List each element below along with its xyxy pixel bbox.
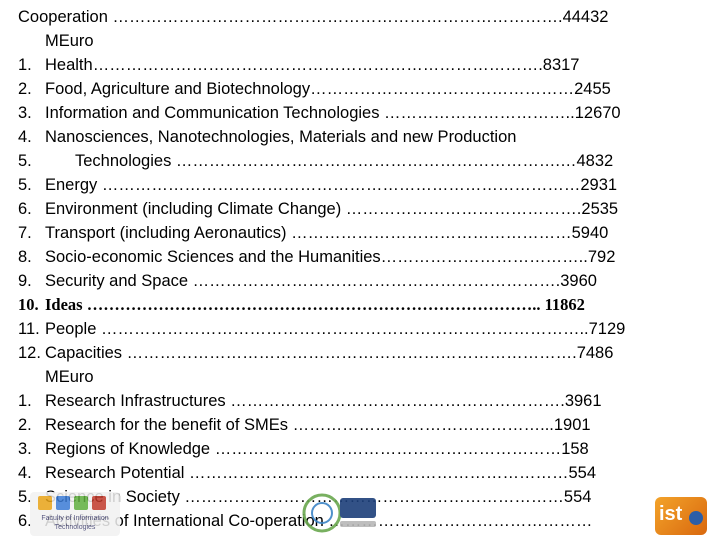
line-text: Socio-economic Sciences and the Humaniti… [45,248,616,266]
capacities-line: 12. Capacities …………………………………………………………………… [18,341,708,365]
line-text: Research Infrastructures ………………………………………… [45,392,602,410]
line-number: 2. [18,80,32,98]
logo-square-icon [38,496,52,510]
list-item: 7. Transport (including Aeronautics) ………… [18,221,708,245]
cooperation-heading-line: Cooperation ……………………………………………………………………….… [18,5,708,29]
list-item: 2. Research for the benefit of SMEs …………… [18,413,708,437]
list-item: 6. Activities of International Co-operat… [18,509,708,533]
line-number: 11. [18,320,40,338]
line-number: 7. [18,224,32,242]
list-item: 5. Energy ……………………………………………………………………………2… [18,173,708,197]
line-number: 12. [18,344,41,362]
list-item: 9. Security and Space ………………………………………………… [18,269,708,293]
line-text: Research for the benefit of SMEs …………………… [45,416,591,434]
line-text: MEuro [45,368,94,386]
list-item: 4. Nanosciences, Nanotechnologies, Mater… [18,125,708,149]
ist-logo-text: ist [659,503,683,525]
logo-square-icon [92,496,106,510]
line-text: Environment (including Climate Change) …… [45,200,619,218]
list-item: 6. Environment (including Climate Change… [18,197,708,221]
line-number: 2. [18,416,32,434]
line-text: Food, Agriculture and Biotechnology……………… [45,80,611,98]
line-text: Research Potential ………………………………………………………… [45,464,597,482]
line-number: 5. [18,488,32,506]
list-item: 5. Science in Society ………………………………………………… [18,485,708,509]
line-text: People ……………………………………………………………………………..71… [45,320,626,338]
line-number: 6. [18,200,32,218]
line-text: Ideas ……………………………………………………………………….. 1186… [45,295,585,314]
meuro-unit-line: MEuro [18,29,708,53]
list-item: 2. Food, Agriculture and Biotechnology……… [18,77,708,101]
faculty-logo: Faculty of Information Technologies [30,492,120,536]
line-text: Regions of Knowledge …………………………………………………… [45,440,589,458]
meuro-unit-line: MEuro [18,365,708,389]
list-item: 3. Regions of Knowledge …………………………………………… [18,437,708,461]
people-line: 11. People ……………………………………………………………………………… [18,317,708,341]
logo-square-icon [74,496,88,510]
line-text: Activities of International Co-operation… [45,512,593,530]
list-item: 1. Research Infrastructures ………………………………… [18,389,708,413]
line-number: 3. [18,104,32,122]
line-text: Energy ……………………………………………………………………………2931 [45,176,618,194]
line-number: 4. [18,464,32,482]
ist-logo: ist [655,497,707,535]
line-number: 1. [18,56,32,74]
list-item: 4. Research Potential ………………………………………………… [18,461,708,485]
line-number: 10. [18,295,39,314]
line-text: Security and Space ………………………………………………………… [45,272,597,290]
logo-caption: Faculty of Information Technologies [41,515,109,531]
line-text: Science in Society ………………………………………………………… [45,488,592,506]
line-text: MEuro [45,32,94,50]
ideas-line: 10. Ideas ……………………………………………………………………….. … [18,293,708,317]
line-number: 6. [18,512,32,530]
line-number: 4. [18,128,32,146]
line-number: 5. [18,152,32,170]
ocep-logo-icon [302,493,376,533]
line-text: Cooperation ……………………………………………………………………….… [18,8,609,26]
line-text: Technologies …………………………………………………………….…48… [75,152,614,170]
line-number: 5. [18,176,32,194]
line-number: 1. [18,392,32,410]
globe-icon [689,511,703,525]
list-item: 5. Technologies …………………………………………………………….… [18,149,708,173]
list-item: 3. Information and Communication Technol… [18,101,708,125]
line-text: Information and Communication Technologi… [45,104,621,122]
line-text: Nanosciences, Nanotechnologies, Material… [45,128,517,146]
line-number: 3. [18,440,32,458]
line-text: Transport (including Aeronautics) ………………… [45,224,609,242]
logo-square-icon [56,496,70,510]
line-number: 9. [18,272,32,290]
line-text: Health……………………………………………………………………….8317 [45,56,580,74]
list-item: 8. Socio-economic Sciences and the Human… [18,245,708,269]
line-number: 8. [18,248,32,266]
line-text: Capacities ……………………………………………………………………….7… [45,344,614,362]
list-item: 1. Health……………………………………………………………………….831… [18,53,708,77]
